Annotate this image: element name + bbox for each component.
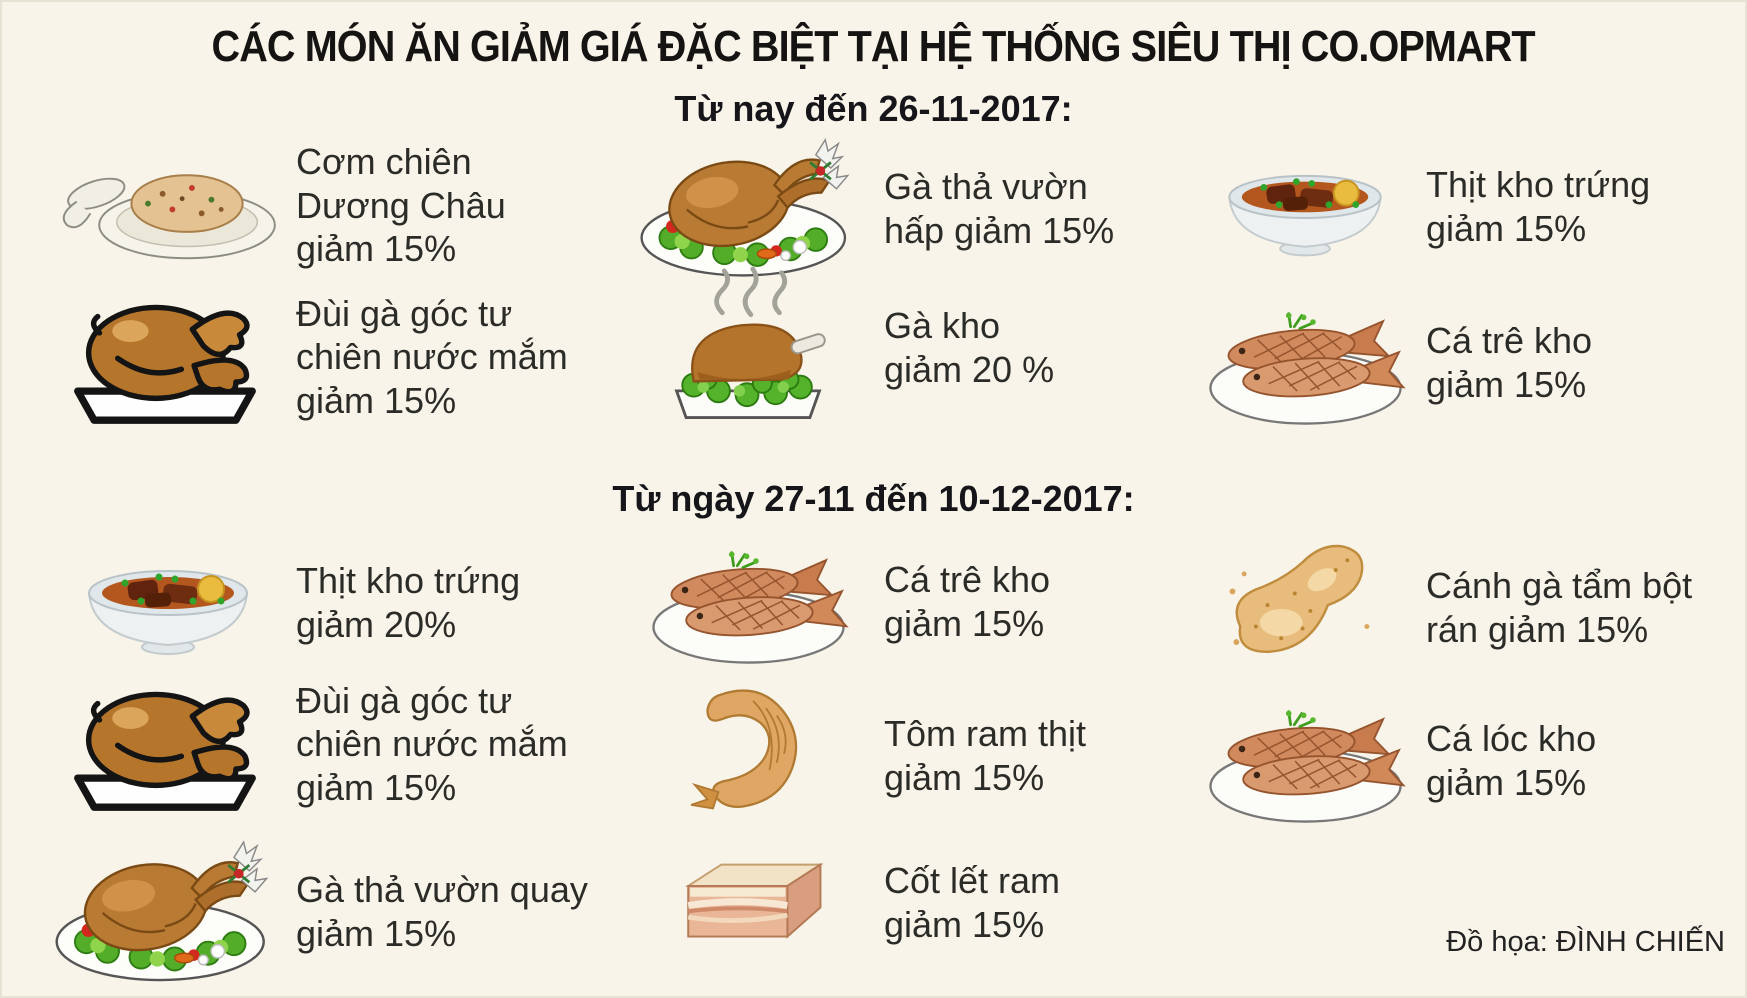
food-item-label: Cốt lết ram giảm 15% [884, 859, 1061, 945]
food-item-label: Thịt kho trứng giảm 20% [296, 560, 521, 645]
food-item-tom-ram: Tôm ram thịt giảm 15% [628, 676, 1203, 836]
pork-slab-icon [628, 847, 868, 959]
food-item-dui-ga-2: Đùi gà góc tư chiên nước mắm giảm 15% [50, 668, 620, 820]
food-item-ga-tha-vuon-quay: Gà thả vườn quay giảm 15% [50, 832, 620, 992]
food-item-label: Cá trê kho giảm 15% [884, 559, 1051, 644]
food-item-ga-tha-vuon-hap: Gà thả vườn hấp giảm 15% [628, 138, 1203, 280]
shrimp-icon [628, 679, 868, 834]
food-item-thit-kho-trung-2: Thịt kho trứng giảm 20% [55, 538, 620, 668]
food-item-canh-ga: Cánh gà tẩm bột rán giảm 15% [1200, 528, 1745, 688]
food-item-cot-let-ram: Cốt lết ram giảm 15% [628, 840, 1203, 965]
food-item-label: Gà thả vườn quay giảm 15% [296, 869, 588, 954]
food-item-thit-kho-trung: Thịt kho trứng giảm 15% [1200, 142, 1745, 272]
food-item-label: Tôm ram thịt giảm 15% [884, 713, 1087, 798]
food-item-label: Đùi gà góc tư chiên nước mắm giảm 15% [296, 679, 568, 808]
food-item-ca-tre-kho: Cá trê kho giảm 15% [1200, 288, 1745, 438]
fish-plate-icon [1200, 691, 1410, 831]
braised-meat-bowl-icon [1200, 147, 1410, 267]
section-1-header: Từ nay đến 26-11-2017: [674, 88, 1073, 129]
steaming-roast-icon [628, 265, 868, 432]
fried-chicken-wing-icon [1200, 533, 1410, 684]
food-item-label: Gà kho giảm 20 % [884, 305, 1055, 390]
page-title: CÁC MÓN ĂN GIẢM GIÁ ĐẶC BIỆT TẠI HỆ THỐN… [211, 22, 1536, 71]
section-2-header: Từ ngày 27-11 đến 10-12-2017: [612, 478, 1135, 519]
fish-plate-icon [628, 532, 868, 672]
braised-meat-bowl-icon [55, 541, 280, 666]
food-item-label: Cơm chiên Dương Châu giảm 15% [296, 141, 506, 270]
food-item-label: Thịt kho trứng giảm 15% [1426, 164, 1651, 249]
food-item-label: Gà thả vườn hấp giảm 15% [884, 166, 1115, 251]
food-item-label: Đùi gà góc tư chiên nước mắm giảm 15% [296, 292, 568, 421]
food-item-label: Cánh gà tẩm bột rán giảm 15% [1426, 565, 1693, 650]
food-item-ga-kho: Gà kho giảm 20 % [628, 262, 1203, 434]
food-item-com-chien: Cơm chiên Dương Châu giảm 15% [55, 138, 620, 273]
graphics-credit: Đồ họa: ĐÌNH CHIẾN [1446, 926, 1725, 958]
fish-plate-icon [1200, 293, 1410, 433]
food-item-dui-ga: Đùi gà góc tư chiên nước mắm giảm 15% [50, 282, 620, 432]
food-item-ca-loc-kho: Cá lóc kho giảm 15% [1200, 686, 1745, 836]
food-item-ca-tre-kho-2: Cá trê kho giảm 15% [628, 532, 1203, 672]
garnished-roast-chicken-icon [50, 838, 280, 987]
roast-chicken-tray-icon [50, 282, 280, 432]
food-item-label: Cá trê kho giảm 15% [1426, 320, 1593, 405]
fried-rice-plate-icon [55, 145, 280, 267]
garnished-roast-chicken-icon [628, 136, 868, 282]
food-item-label: Cá lóc kho giảm 15% [1426, 718, 1597, 803]
roast-chicken-tray-icon [50, 669, 280, 819]
